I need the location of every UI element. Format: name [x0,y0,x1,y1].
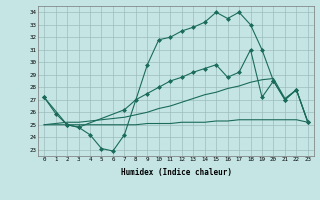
X-axis label: Humidex (Indice chaleur): Humidex (Indice chaleur) [121,168,231,177]
